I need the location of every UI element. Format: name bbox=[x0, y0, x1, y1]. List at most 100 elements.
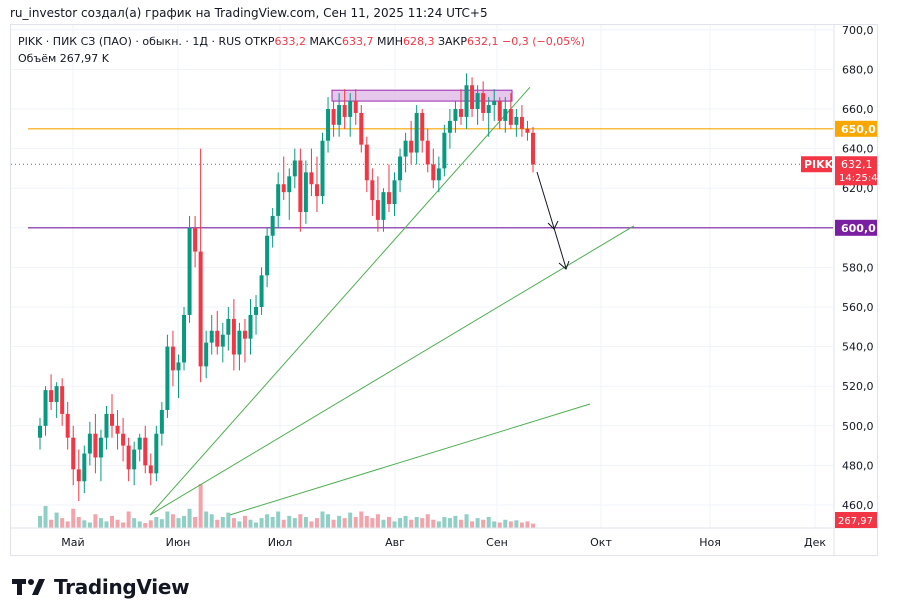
volume-bar bbox=[209, 514, 214, 528]
volume-bar bbox=[170, 514, 175, 528]
level-price-text: 600,0 bbox=[841, 222, 876, 235]
level-price-text: 650,0 bbox=[841, 123, 876, 136]
volume-bar bbox=[370, 518, 375, 528]
countdown-text: 14:25:42 bbox=[839, 173, 884, 184]
candle-body bbox=[414, 112, 419, 153]
candle-body bbox=[237, 330, 242, 355]
y-tick-label: 680,0 bbox=[842, 63, 874, 76]
y-tick-label: 620,0 bbox=[842, 182, 874, 195]
candle-body bbox=[121, 433, 126, 446]
volume-bar bbox=[242, 515, 247, 528]
candle-body bbox=[110, 413, 115, 426]
volume-bar bbox=[519, 522, 524, 528]
candle-body bbox=[453, 109, 458, 121]
candle-body bbox=[470, 85, 475, 109]
volume-bar bbox=[492, 521, 497, 528]
candle-body bbox=[281, 184, 286, 193]
candle-body bbox=[348, 101, 353, 117]
candle-body bbox=[531, 132, 535, 165]
x-tick-label: Окт bbox=[590, 536, 612, 549]
volume-bar bbox=[303, 517, 308, 528]
volume-bar bbox=[386, 517, 391, 528]
volume-bar bbox=[159, 519, 164, 528]
candle-body bbox=[381, 192, 386, 220]
y-tick-label: 660,0 bbox=[842, 103, 874, 116]
candle-body bbox=[231, 318, 236, 355]
close-label: ЗАКР bbox=[437, 35, 468, 48]
volume-bar bbox=[132, 518, 137, 528]
candle-body bbox=[298, 160, 303, 212]
candle-body bbox=[132, 449, 137, 470]
volume-bar bbox=[348, 512, 353, 528]
volume-bar bbox=[231, 518, 236, 528]
candle-body bbox=[248, 314, 253, 339]
footer-brand[interactable]: TradingView bbox=[12, 574, 190, 600]
candle-body bbox=[497, 101, 502, 121]
candle-body bbox=[49, 390, 54, 403]
candle-body bbox=[154, 433, 159, 474]
volume-tag-text: 267,97 K bbox=[838, 516, 883, 527]
trend-line-2 bbox=[149, 225, 635, 516]
volume-bar bbox=[447, 518, 452, 528]
volume-bar bbox=[220, 517, 225, 528]
candle-body bbox=[481, 93, 486, 113]
volume-bar bbox=[65, 521, 70, 528]
volume-bar bbox=[514, 520, 519, 528]
open-value: 633,2 bbox=[274, 35, 306, 48]
volume-bar bbox=[143, 523, 148, 528]
candle-body bbox=[71, 437, 76, 470]
volume-bar bbox=[237, 521, 242, 528]
candle-body bbox=[259, 275, 264, 307]
candle-body bbox=[215, 330, 220, 347]
candle-body bbox=[98, 437, 103, 458]
low-label: МИН bbox=[376, 35, 403, 48]
candle-body bbox=[159, 409, 164, 434]
volume-bar bbox=[403, 515, 408, 528]
volume-bar bbox=[314, 518, 319, 528]
candle-body bbox=[242, 330, 247, 339]
volume-bar bbox=[148, 520, 153, 528]
candle-body bbox=[486, 105, 491, 113]
candle-body bbox=[492, 101, 497, 106]
y-tick-label: 480,0 bbox=[842, 459, 874, 472]
candle-body bbox=[60, 386, 65, 414]
candle-body bbox=[375, 200, 380, 220]
candle-body bbox=[170, 346, 175, 371]
open-label: ОТКР bbox=[244, 35, 275, 48]
volume-bar bbox=[98, 518, 103, 528]
candle-body bbox=[326, 109, 331, 141]
y-tick-label: 700,0 bbox=[842, 24, 874, 37]
symbol-tag bbox=[801, 156, 832, 173]
volume-bar bbox=[93, 514, 98, 528]
volume-bar bbox=[71, 508, 76, 528]
y-tick-label: 540,0 bbox=[842, 341, 874, 354]
volume-bar bbox=[375, 514, 380, 528]
volume-bar bbox=[54, 512, 59, 528]
volume-bar bbox=[326, 514, 331, 528]
volume-bar bbox=[359, 511, 364, 528]
candle-body bbox=[276, 184, 281, 216]
candle-body bbox=[431, 164, 436, 181]
volume-bar bbox=[342, 518, 347, 528]
volume-bar bbox=[470, 521, 475, 528]
volume-bar bbox=[60, 518, 65, 528]
volume-bar bbox=[87, 522, 92, 528]
candle-body bbox=[303, 172, 308, 212]
candle-body bbox=[475, 93, 480, 109]
candle-body bbox=[458, 109, 463, 117]
candle-body bbox=[176, 362, 181, 371]
forecast-path bbox=[536, 171, 567, 269]
volume-bar bbox=[287, 515, 292, 528]
volume-bar bbox=[254, 522, 259, 528]
candle-body bbox=[337, 105, 342, 125]
volume-tag bbox=[835, 512, 877, 528]
candle-body bbox=[254, 307, 259, 315]
volume-bar bbox=[292, 518, 297, 528]
symbol-tag-text: PIKK bbox=[804, 158, 834, 171]
volume-bar bbox=[398, 518, 403, 528]
last-price-tag bbox=[835, 156, 877, 186]
candle-body bbox=[436, 168, 441, 181]
candle-body bbox=[165, 346, 170, 410]
volume-bar bbox=[82, 520, 87, 528]
